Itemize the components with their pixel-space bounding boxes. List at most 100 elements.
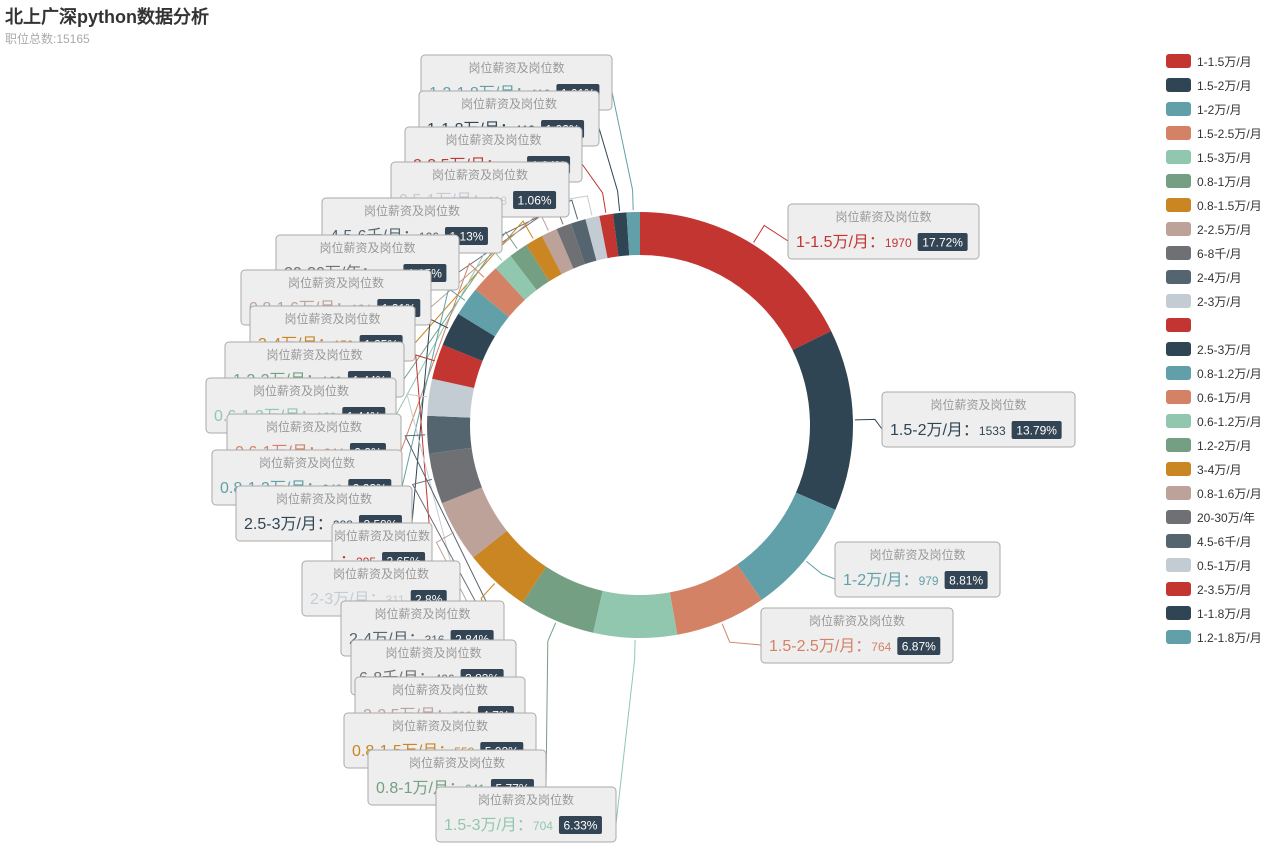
donut-slice[interactable]: [441, 487, 507, 558]
leader-line: [568, 195, 593, 216]
donut-slice[interactable]: [541, 229, 574, 275]
slice-label-percent: 1.06%: [518, 194, 552, 208]
donut-slice[interactable]: [428, 447, 482, 504]
legend-swatch: [1166, 486, 1191, 500]
donut-slice[interactable]: [585, 215, 608, 261]
legend-swatch: [1166, 246, 1191, 260]
donut-slice[interactable]: [599, 213, 619, 259]
slice-label-series-name: 岗位薪资及岗位数: [259, 455, 355, 470]
legend-label: 1.2-2万/月: [1197, 439, 1252, 453]
legend-label: 3-4万/月: [1197, 463, 1242, 477]
legend-swatch: [1166, 270, 1191, 284]
legend-item[interactable]: 2-3.5万/月: [1166, 580, 1276, 598]
legend-swatch: [1166, 438, 1191, 452]
legend-swatch: [1166, 174, 1191, 188]
slice-label-text: 1.5-2.5万/月：764: [769, 638, 892, 655]
legend-item[interactable]: 0.6-1.2万/月: [1166, 412, 1276, 430]
legend-item[interactable]: 1.5-2万/月: [1166, 76, 1276, 94]
legend-label: 0.8-1.5万/月: [1197, 199, 1262, 213]
legend-item[interactable]: 6-8千/月: [1166, 244, 1276, 262]
legend-swatch: [1166, 150, 1191, 164]
legend-item[interactable]: 1.5-2.5万/月: [1166, 124, 1276, 142]
leader-line: [501, 199, 579, 236]
legend-item[interactable]: 3-4万/月: [1166, 460, 1276, 478]
legend-item[interactable]: 0.5-1万/月: [1166, 556, 1276, 574]
legend-swatch: [1166, 606, 1191, 620]
donut-slice[interactable]: [556, 223, 585, 269]
slice-label-series-name: 岗位薪资及岗位数: [334, 528, 430, 543]
slice-label-percent-badge: [513, 191, 557, 209]
legend-label: 0.8-1.6万/月: [1197, 487, 1262, 501]
donut-slice[interactable]: [458, 289, 509, 337]
legend-label: 2-3万/月: [1197, 295, 1242, 309]
donut-slice[interactable]: [669, 564, 762, 635]
legend-item[interactable]: 1.2-2万/月: [1166, 436, 1276, 454]
donut-slices: [427, 212, 854, 639]
donut-slice[interactable]: [427, 378, 475, 418]
donut-slice[interactable]: [792, 330, 854, 510]
donut-slice[interactable]: [495, 255, 537, 300]
legend-label: 2-4万/月: [1197, 271, 1242, 285]
donut-slice[interactable]: [427, 415, 472, 454]
legend-swatch: [1166, 342, 1191, 356]
legend-label: 1.5-2万/月: [1197, 79, 1252, 93]
legend-item[interactable]: 0.8-1万/月: [1166, 172, 1276, 190]
slice-label-percent: 6.33%: [563, 819, 597, 833]
slice-label-percent-badge: [917, 233, 968, 251]
slice-label-series-name: 岗位薪资及岗位数: [468, 60, 564, 75]
legend-swatch: [1166, 366, 1191, 380]
donut-slice[interactable]: [626, 212, 640, 256]
donut-slice[interactable]: [570, 219, 597, 265]
donut-slice[interactable]: [737, 492, 836, 600]
slice-label-text: 1-2万/月：979: [843, 572, 939, 589]
leader-line: [615, 639, 636, 825]
legend-item[interactable]: 1-1.5万/月: [1166, 52, 1276, 70]
slice-label-series-name: 岗位薪资及岗位数: [392, 682, 488, 697]
legend-item[interactable]: 4.5-6千/月: [1166, 532, 1276, 550]
legend-label: 2-3.5万/月: [1197, 583, 1252, 597]
donut-slice[interactable]: [510, 244, 550, 291]
legend-item[interactable]: 0.6-1万/月: [1166, 388, 1276, 406]
legend-item[interactable]: 0.8-1.5万/月: [1166, 196, 1276, 214]
donut-slice[interactable]: [526, 235, 562, 282]
legend-item[interactable]: 0.8-1.6万/月: [1166, 484, 1276, 502]
slice-label-series-name: 岗位薪资及岗位数: [835, 209, 931, 224]
legend-item[interactable]: 1-1.8万/月: [1166, 604, 1276, 622]
slice-label-value: 979: [919, 574, 939, 588]
slice-label: 岗位薪资及岗位数 1-1.5万/月：1970 17.72%: [787, 203, 980, 260]
slice-label-text: 1.5-3万/月：704: [444, 817, 553, 834]
legend-item[interactable]: 1.5-3万/月: [1166, 148, 1276, 166]
slice-label-percent-badge: [944, 571, 988, 589]
donut-slice[interactable]: [612, 212, 630, 257]
slice-label-series-name: 岗位薪资及岗位数: [385, 645, 481, 660]
slice-label-series-name: 岗位薪资及岗位数: [461, 96, 557, 111]
legend-item[interactable]: 1-2万/月: [1166, 100, 1276, 118]
legend-swatch: [1166, 390, 1191, 404]
legend-item[interactable]: 0.8-1.2万/月: [1166, 364, 1276, 382]
slice-label-percent-badge: [558, 816, 602, 834]
leader-line: [805, 560, 836, 580]
legend-label: 2-2.5万/月: [1197, 223, 1252, 237]
legend-item[interactable]: 2-4万/月: [1166, 268, 1276, 286]
donut-slice[interactable]: [522, 566, 603, 633]
donut-slice[interactable]: [473, 530, 547, 603]
legend-item[interactable]: 2-3万/月: [1166, 292, 1276, 310]
legend-item[interactable]: 2.5-3万/月: [1166, 340, 1276, 358]
leader-line: [404, 434, 505, 639]
leader-line: [753, 224, 789, 243]
legend-item[interactable]: 20-30万/年: [1166, 508, 1276, 526]
legend-item[interactable]: 2-2.5万/月: [1166, 220, 1276, 238]
donut-slice[interactable]: [432, 344, 483, 389]
donut-slice[interactable]: [475, 268, 525, 317]
donut-slice[interactable]: [442, 313, 495, 362]
legend-swatch: [1166, 414, 1191, 428]
donut-slice[interactable]: [640, 212, 832, 350]
legend-label: 0.8-1.2万/月: [1197, 367, 1262, 381]
legend-label: 0.6-1万/月: [1197, 391, 1252, 405]
legend-swatch: [1166, 462, 1191, 476]
legend-item[interactable]: 1.2-1.8万/月: [1166, 628, 1276, 646]
legend-item[interactable]: [1166, 316, 1276, 334]
slice-labels: 岗位薪资及岗位数1.2-1.8万/月：1121.01%岗位薪资及岗位数1-1.8…: [205, 54, 1076, 843]
donut-slice[interactable]: [593, 590, 678, 639]
slice-label: 岗位薪资及岗位数 1.5-3万/月：704 6.33%: [435, 786, 617, 843]
